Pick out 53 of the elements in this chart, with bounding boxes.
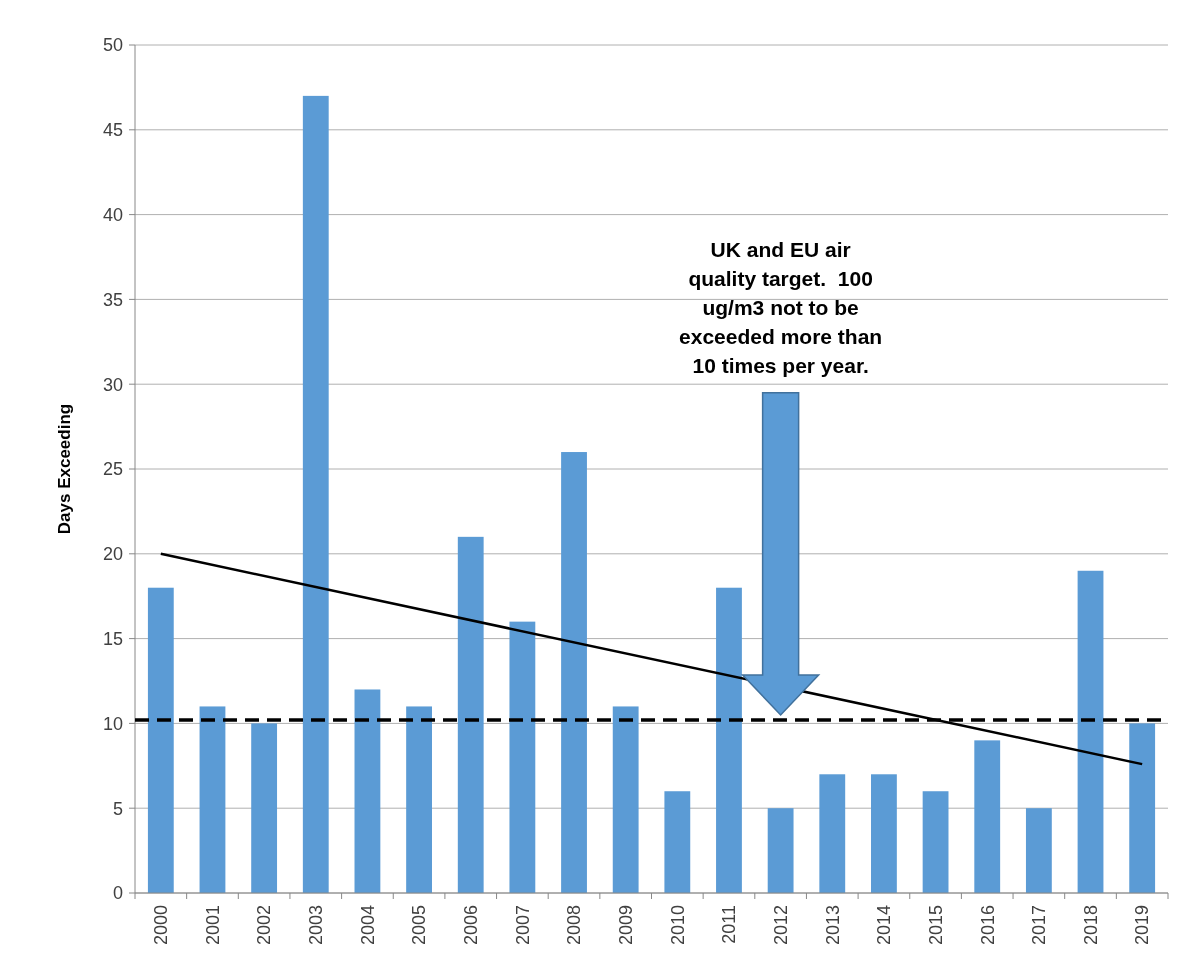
- bar: [354, 689, 381, 893]
- y-tick-label: 10: [102, 713, 123, 734]
- x-tick-label: 2008: [564, 905, 585, 946]
- x-tick-label: 2016: [977, 905, 998, 946]
- x-tick-label: 2018: [1080, 905, 1101, 946]
- x-tick-label: 2017: [1029, 905, 1050, 946]
- y-tick-label: 30: [102, 374, 123, 395]
- bar: [199, 706, 226, 893]
- bar: [1077, 570, 1104, 893]
- y-tick-label: 25: [102, 459, 123, 480]
- bar: [457, 536, 484, 893]
- bar: [147, 587, 174, 893]
- bar: [302, 95, 329, 893]
- bar: [1129, 723, 1156, 893]
- x-tick-label: 2014: [874, 905, 895, 946]
- bar: [561, 452, 587, 893]
- x-tick-label: 2011: [719, 905, 740, 944]
- y-tick-label: 40: [102, 204, 123, 225]
- y-tick-label: 35: [102, 289, 123, 310]
- bar: [664, 791, 691, 893]
- x-tick-label: 2013: [822, 905, 843, 946]
- x-tick-label: 2015: [925, 905, 946, 946]
- annotation: UK and EU air quality target. 100 ug/m3 not to be exceeded more than 10 times per year.: [679, 237, 883, 377]
- x-tick-label: 2005: [409, 905, 430, 946]
- bar: [922, 791, 949, 893]
- bar: [251, 723, 278, 893]
- bar: [767, 808, 794, 893]
- bar: [612, 706, 639, 893]
- x-tick-label: 2019: [1132, 905, 1153, 946]
- x-tick-label: 2000: [151, 905, 172, 946]
- y-tick-label: 45: [102, 120, 123, 141]
- bar: [871, 774, 897, 893]
- bar: [716, 587, 742, 893]
- y-tick-label: 15: [102, 628, 123, 649]
- x-tick-label: 2007: [512, 905, 533, 946]
- x-tick-label: 2010: [667, 905, 688, 946]
- y-tick-label: 5: [112, 798, 123, 819]
- bar: [406, 706, 432, 893]
- bar: [974, 740, 1001, 893]
- y-tick-label: 20: [102, 544, 123, 565]
- x-tick-label: 2004: [357, 905, 378, 946]
- bar: [819, 774, 846, 893]
- x-tick-label: 2001: [202, 905, 223, 946]
- bar: [1025, 808, 1052, 893]
- x-tick-label: 2006: [461, 905, 482, 946]
- x-tick-label: 2003: [306, 905, 327, 946]
- x-tick-label: 2002: [254, 905, 275, 946]
- y-tick-label: 0: [112, 883, 123, 904]
- bar: [509, 621, 536, 893]
- y-axis-title: Days Exceeding: [55, 403, 74, 535]
- x-tick-label: 2009: [615, 905, 636, 946]
- x-tick-label: 2012: [770, 905, 791, 946]
- y-tick-label: 50: [102, 35, 123, 56]
